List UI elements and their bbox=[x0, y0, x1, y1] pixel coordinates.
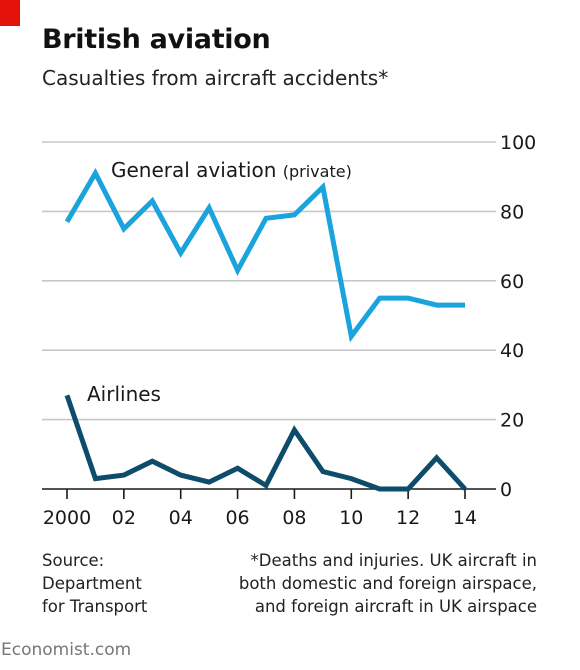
x-tick-label: 08 bbox=[282, 507, 306, 529]
x-tick-label: 04 bbox=[169, 507, 193, 529]
series-label-airlines: Airlines bbox=[87, 382, 161, 406]
series-label-suffix: (private) bbox=[283, 162, 352, 181]
series-label-general-aviation: General aviation (private) bbox=[111, 158, 352, 182]
chart-subtitle: Casualties from aircraft accidents* bbox=[42, 66, 389, 90]
series-line-airlines bbox=[64, 394, 467, 492]
y-tick-label: 100 bbox=[500, 132, 536, 154]
source-line: for Transport bbox=[42, 597, 148, 616]
y-tick-label: 60 bbox=[500, 271, 524, 293]
x-tick-label: 2000 bbox=[43, 507, 91, 529]
footnote: *Deaths and injuries. UK aircraft in bot… bbox=[239, 549, 537, 618]
footnote-line: and foreign aircraft in UK airspace bbox=[254, 597, 537, 616]
brand-red-tag bbox=[0, 0, 20, 26]
x-tick-label: 02 bbox=[112, 507, 136, 529]
y-tick-label: 40 bbox=[500, 340, 524, 362]
series-line-general-aviation bbox=[64, 167, 465, 343]
x-tick-label: 12 bbox=[396, 507, 420, 529]
y-tick-label: 80 bbox=[500, 201, 524, 223]
x-tick-label: 10 bbox=[339, 507, 363, 529]
line-chart: 0 20 40 60 80 100 2000 02 04 06 08 10 12 14 General av… bbox=[42, 132, 536, 529]
footnote-line: *Deaths and injuries. UK aircraft in bbox=[250, 551, 537, 570]
y-tick-label: 0 bbox=[500, 479, 512, 501]
source-note: Source: Department for Transport bbox=[42, 549, 147, 618]
x-tick-label: 06 bbox=[225, 507, 249, 529]
source-line: Source: bbox=[42, 551, 105, 570]
footnote-line: both domestic and foreign airspace, bbox=[238, 574, 537, 593]
x-tick-label: 14 bbox=[453, 507, 477, 529]
economist-brand: Economist.com bbox=[1, 640, 132, 660]
chart-title: British aviation bbox=[42, 24, 271, 55]
source-line: Department bbox=[42, 574, 142, 593]
y-tick-label: 20 bbox=[500, 410, 524, 432]
